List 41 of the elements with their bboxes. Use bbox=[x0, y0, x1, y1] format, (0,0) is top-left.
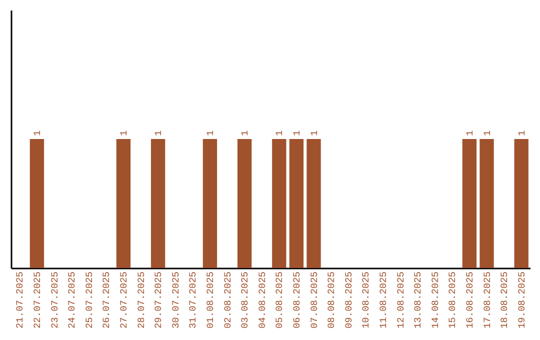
data-label: 1 bbox=[464, 130, 476, 136]
data-label: 1 bbox=[308, 130, 320, 136]
x-tick-label: 06.08.2025 bbox=[291, 271, 302, 329]
x-tick-label: 15.08.2025 bbox=[447, 271, 458, 329]
data-label: 1 bbox=[204, 130, 216, 136]
x-tick-label: 04.08.2025 bbox=[256, 271, 268, 329]
data-label: 1 bbox=[32, 130, 43, 136]
x-tick-label: 30.07.2025 bbox=[170, 271, 182, 329]
x-tick-label: 07.08.2025 bbox=[308, 271, 320, 329]
x-tick-label: 22.07.2025 bbox=[32, 271, 43, 329]
x-tick-label: 31.07.2025 bbox=[188, 271, 199, 329]
x-tick-label: 09.08.2025 bbox=[343, 271, 354, 329]
data-label: 1 bbox=[291, 130, 302, 136]
x-tick-label: 13.08.2025 bbox=[412, 271, 424, 329]
x-tick-label: 16.08.2025 bbox=[464, 271, 476, 329]
x-tick-label: 11.08.2025 bbox=[378, 271, 389, 329]
data-label: 1 bbox=[516, 130, 528, 136]
data-label: 1 bbox=[153, 130, 164, 136]
x-tick-label: 14.08.2025 bbox=[430, 271, 441, 329]
x-tick-label: 01.08.2025 bbox=[204, 271, 216, 329]
x-tick-label: 19.08.2025 bbox=[516, 271, 528, 329]
x-tick-label: 27.07.2025 bbox=[118, 271, 130, 329]
x-tick-label: 28.07.2025 bbox=[136, 271, 147, 329]
data-label: 1 bbox=[274, 130, 286, 136]
data-label: 1 bbox=[118, 130, 130, 136]
x-tick-label: 18.08.2025 bbox=[499, 271, 510, 329]
x-tick-label: 08.08.2025 bbox=[326, 271, 338, 329]
x-tick-label: 26.07.2025 bbox=[101, 271, 112, 329]
x-tick-label: 03.08.2025 bbox=[240, 271, 251, 329]
x-tick-label: 17.08.2025 bbox=[482, 271, 493, 329]
x-tick-label: 25.07.2025 bbox=[84, 271, 95, 329]
data-label: 1 bbox=[482, 130, 493, 136]
x-tick-label: 29.07.2025 bbox=[153, 271, 164, 329]
x-tick-label: 23.07.2025 bbox=[49, 271, 60, 329]
x-tick-label: 12.08.2025 bbox=[395, 271, 406, 329]
x-tick-label: 24.07.2025 bbox=[66, 271, 78, 329]
x-tick-label: 02.08.2025 bbox=[222, 271, 234, 329]
x-tick-label: 21.07.2025 bbox=[14, 271, 26, 329]
x-tick-label: 05.08.2025 bbox=[274, 271, 286, 329]
x-tick-label: 10.08.2025 bbox=[360, 271, 372, 329]
data-label: 1 bbox=[240, 130, 251, 136]
